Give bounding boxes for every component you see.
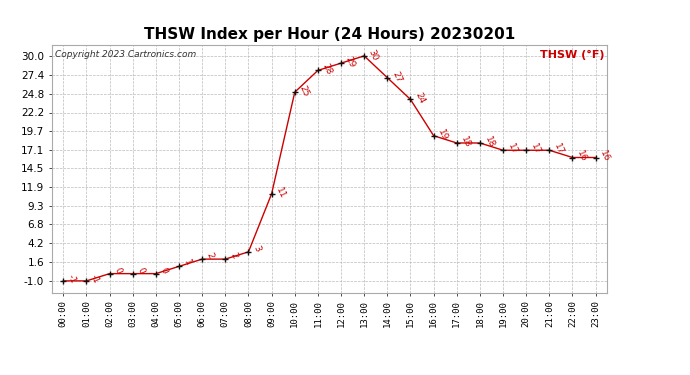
Text: -1: -1 [89, 273, 101, 285]
Text: THSW (°F): THSW (°F) [540, 50, 604, 60]
Text: 17: 17 [529, 142, 542, 156]
Text: 11: 11 [275, 186, 288, 200]
Text: 2: 2 [205, 251, 215, 260]
Text: 17: 17 [506, 142, 519, 156]
Text: 1: 1 [182, 258, 193, 267]
Text: 17: 17 [552, 142, 565, 156]
Title: THSW Index per Hour (24 Hours) 20230201: THSW Index per Hour (24 Hours) 20230201 [144, 27, 515, 42]
Text: 16: 16 [598, 150, 611, 164]
Text: 18: 18 [460, 135, 473, 149]
Text: 0: 0 [112, 266, 123, 274]
Text: Copyright 2023 Cartronics.com: Copyright 2023 Cartronics.com [55, 50, 196, 59]
Text: -1: -1 [66, 273, 78, 285]
Text: 29: 29 [344, 55, 357, 69]
Text: 25: 25 [297, 84, 310, 98]
Text: 3: 3 [251, 244, 262, 253]
Text: 24: 24 [413, 92, 426, 105]
Text: 18: 18 [483, 135, 495, 149]
Text: 0: 0 [159, 266, 169, 274]
Text: 30: 30 [367, 48, 380, 62]
Text: 0: 0 [135, 266, 146, 274]
Text: 28: 28 [321, 62, 334, 76]
Text: 16: 16 [575, 150, 589, 164]
Text: 19: 19 [436, 128, 449, 142]
Text: 2: 2 [228, 251, 239, 260]
Text: 27: 27 [390, 70, 403, 84]
